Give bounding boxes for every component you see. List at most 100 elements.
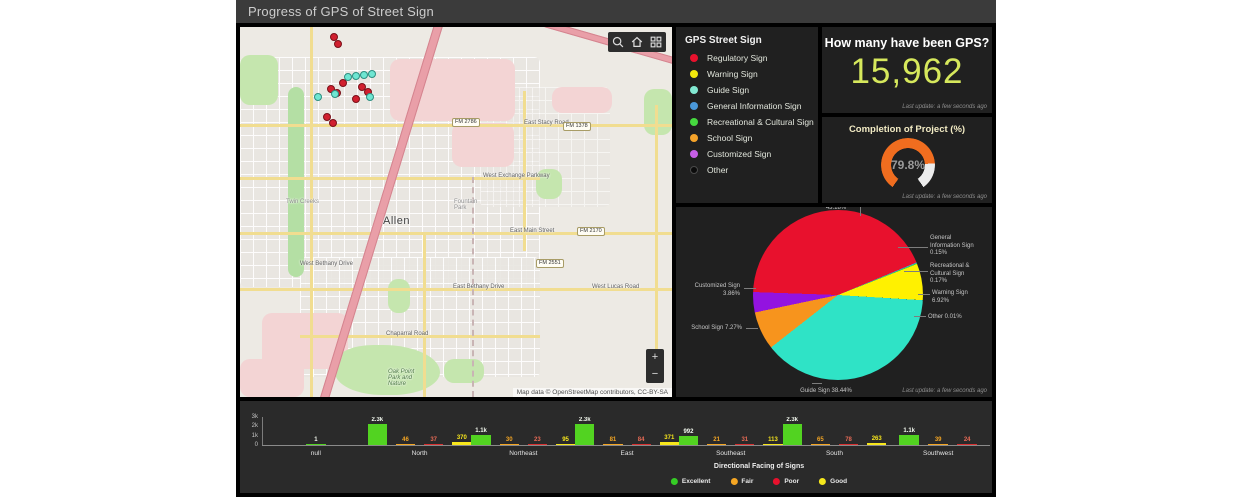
- bar[interactable]: 37: [424, 417, 444, 445]
- legend-item: Guide Sign: [676, 82, 818, 98]
- bar-rect[interactable]: [810, 444, 830, 445]
- bar[interactable]: 23: [527, 417, 547, 445]
- map-toolbar: [608, 32, 666, 52]
- home-icon[interactable]: [629, 34, 645, 50]
- bar[interactable]: 21: [707, 417, 727, 445]
- bar-rect[interactable]: [527, 444, 547, 445]
- y-axis-line: [262, 417, 263, 445]
- indicator-panel: How many have been GPS? 15,962 Last upda…: [822, 27, 992, 113]
- x-axis-category-label: Northeast: [509, 450, 538, 457]
- bar[interactable]: 78: [838, 417, 859, 445]
- zoom-in-button[interactable]: +: [646, 349, 664, 366]
- bar-rect[interactable]: [838, 444, 859, 445]
- map-marker[interactable]: [352, 95, 360, 103]
- legend-item-label: Regulatory Sign: [707, 53, 768, 63]
- map-marker[interactable]: [331, 90, 339, 98]
- bar-rect[interactable]: [395, 444, 416, 445]
- bar[interactable]: 31: [735, 417, 755, 445]
- bar[interactable]: 1.1k: [471, 417, 491, 445]
- bar-value-label: 65: [817, 437, 824, 443]
- bar[interactable]: 370: [452, 417, 472, 445]
- bar-value-label: 95: [562, 437, 569, 443]
- bar-value-label: 37: [430, 437, 437, 443]
- bar[interactable]: 65: [810, 417, 830, 445]
- bar[interactable]: 371: [659, 417, 679, 445]
- map-marker[interactable]: [329, 119, 337, 127]
- legend-swatch: [690, 70, 698, 78]
- bar-rect[interactable]: [707, 444, 727, 445]
- bar-rect[interactable]: [499, 444, 519, 445]
- map-road: [423, 232, 426, 397]
- bar-rect[interactable]: [867, 443, 887, 445]
- bar[interactable]: 81: [603, 417, 623, 445]
- map-marker[interactable]: [352, 72, 360, 80]
- bar-rect[interactable]: [957, 444, 978, 445]
- map-marker[interactable]: [368, 70, 376, 78]
- x-axis-category-label: North: [411, 450, 428, 457]
- legend-item: General Information Sign: [676, 98, 818, 114]
- legend-swatch: [690, 102, 698, 110]
- map-label: West Lucas Road: [592, 284, 640, 290]
- bar[interactable]: 992: [678, 417, 699, 445]
- gauge-value: 79.8%: [890, 158, 926, 172]
- map-marker[interactable]: [360, 71, 368, 79]
- bar-rect[interactable]: [678, 436, 699, 445]
- bar-rect[interactable]: [367, 424, 387, 445]
- bar[interactable]: 2.3k: [575, 417, 595, 445]
- bar-rect[interactable]: [782, 424, 802, 445]
- bar-rect[interactable]: [631, 444, 651, 445]
- bar-value-label: 2.3k: [578, 417, 591, 423]
- bar[interactable]: 2.3k: [367, 417, 387, 445]
- bar-rect[interactable]: [305, 444, 326, 445]
- bar[interactable]: 39: [928, 417, 949, 445]
- bar-legend-swatch: [773, 478, 781, 485]
- basemap-icon[interactable]: [648, 34, 664, 50]
- bar-rect[interactable]: [735, 444, 755, 445]
- map-railway: [472, 177, 474, 397]
- bar-group: 1.1k 39 24: [886, 417, 990, 445]
- pie-chart[interactable]: [753, 210, 923, 380]
- legend-swatch: [690, 134, 698, 142]
- bar-rect[interactable]: [603, 444, 623, 445]
- bar-rect[interactable]: [899, 435, 920, 445]
- bar[interactable]: 84: [631, 417, 651, 445]
- bar[interactable]: 263: [867, 417, 887, 445]
- bar[interactable]: 1.1k: [899, 417, 920, 445]
- bar[interactable]: 2.3k: [782, 417, 802, 445]
- bar-rect[interactable]: [471, 435, 491, 445]
- map-marker[interactable]: [334, 40, 342, 48]
- legend-item-label: Warning Sign: [707, 69, 758, 79]
- x-axis-line: [262, 445, 990, 446]
- bar-legend-swatch: [730, 478, 738, 485]
- pie-chart-panel: Regulatory Sign 43.18% General Informatio…: [676, 207, 992, 397]
- map-marker[interactable]: [366, 93, 374, 101]
- x-axis-category-label: Southwest: [922, 450, 954, 457]
- map-label: East Main Street: [510, 228, 555, 234]
- bar-rect[interactable]: [452, 442, 472, 445]
- map-marker[interactable]: [339, 79, 347, 87]
- bar-rect[interactable]: [763, 444, 783, 445]
- bar[interactable]: 1: [305, 417, 326, 445]
- bar-rect[interactable]: [659, 442, 679, 445]
- map-marker[interactable]: [358, 83, 366, 91]
- zoom-out-button[interactable]: −: [646, 366, 664, 383]
- bar-legend-item: Good: [819, 478, 847, 485]
- search-icon[interactable]: [610, 34, 626, 50]
- pie-slice-label: General Information Sign 0.15%: [930, 235, 974, 256]
- bar-value-label: 992: [683, 429, 694, 435]
- bar[interactable]: 95: [555, 417, 576, 445]
- bar-rect[interactable]: [928, 444, 949, 445]
- map-marker[interactable]: [323, 113, 331, 121]
- bar[interactable]: 30: [499, 417, 519, 445]
- bar-rect[interactable]: [555, 444, 576, 445]
- bar[interactable]: 24: [957, 417, 978, 445]
- pie-leader-line: [914, 316, 926, 317]
- map-marker[interactable]: [344, 73, 352, 81]
- map-marker[interactable]: [314, 93, 322, 101]
- bar-rect[interactable]: [575, 424, 595, 445]
- bar[interactable]: 46: [395, 417, 416, 445]
- bar[interactable]: 113: [763, 417, 783, 445]
- bar-rect[interactable]: [424, 444, 444, 445]
- map-panel[interactable]: East Stacy Road West Exchange Parkway East…: [240, 27, 672, 397]
